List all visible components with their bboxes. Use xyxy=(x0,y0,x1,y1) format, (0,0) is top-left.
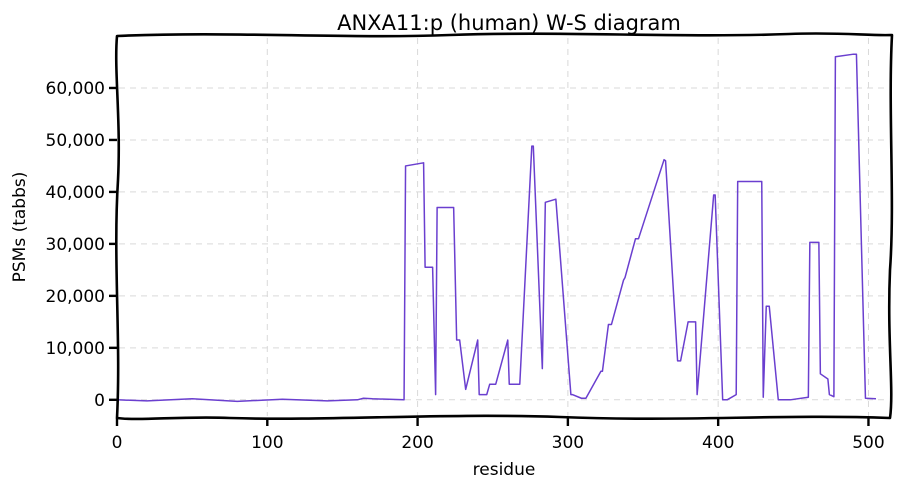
x-tick-label-1: 100 xyxy=(251,433,283,453)
y-tick-label-0: 0 xyxy=(94,391,105,411)
chart-title: ANXA11:p (human) W-S diagram xyxy=(337,11,681,35)
y-tick-label-1: 10,000 xyxy=(46,339,105,359)
tick-layer: 0 100 200 300 400 500 0 10,000 20,000 30,000 40,00… xyxy=(46,79,885,453)
plot-frame xyxy=(114,32,894,421)
grid-layer xyxy=(119,38,889,416)
x-tick-label-0: 0 xyxy=(112,433,123,453)
x-tick-label-2: 200 xyxy=(401,433,433,453)
y-tick-label-5: 50,000 xyxy=(46,131,105,151)
y-tick-label-3: 30,000 xyxy=(46,235,105,255)
x-axis-label: residue xyxy=(473,460,536,480)
series-line-0 xyxy=(116,53,877,403)
y-tick-label-4: 40,000 xyxy=(46,183,105,203)
x-tick-label-3: 300 xyxy=(552,433,584,453)
y-tick-label-2: 20,000 xyxy=(46,287,105,307)
series-layer xyxy=(116,53,877,403)
x-tick-label-5: 500 xyxy=(852,433,884,453)
y-axis-label: PSMs (tabbs) xyxy=(10,172,30,283)
x-tick-label-4: 400 xyxy=(702,433,734,453)
y-tick-label-6: 60,000 xyxy=(46,79,105,99)
